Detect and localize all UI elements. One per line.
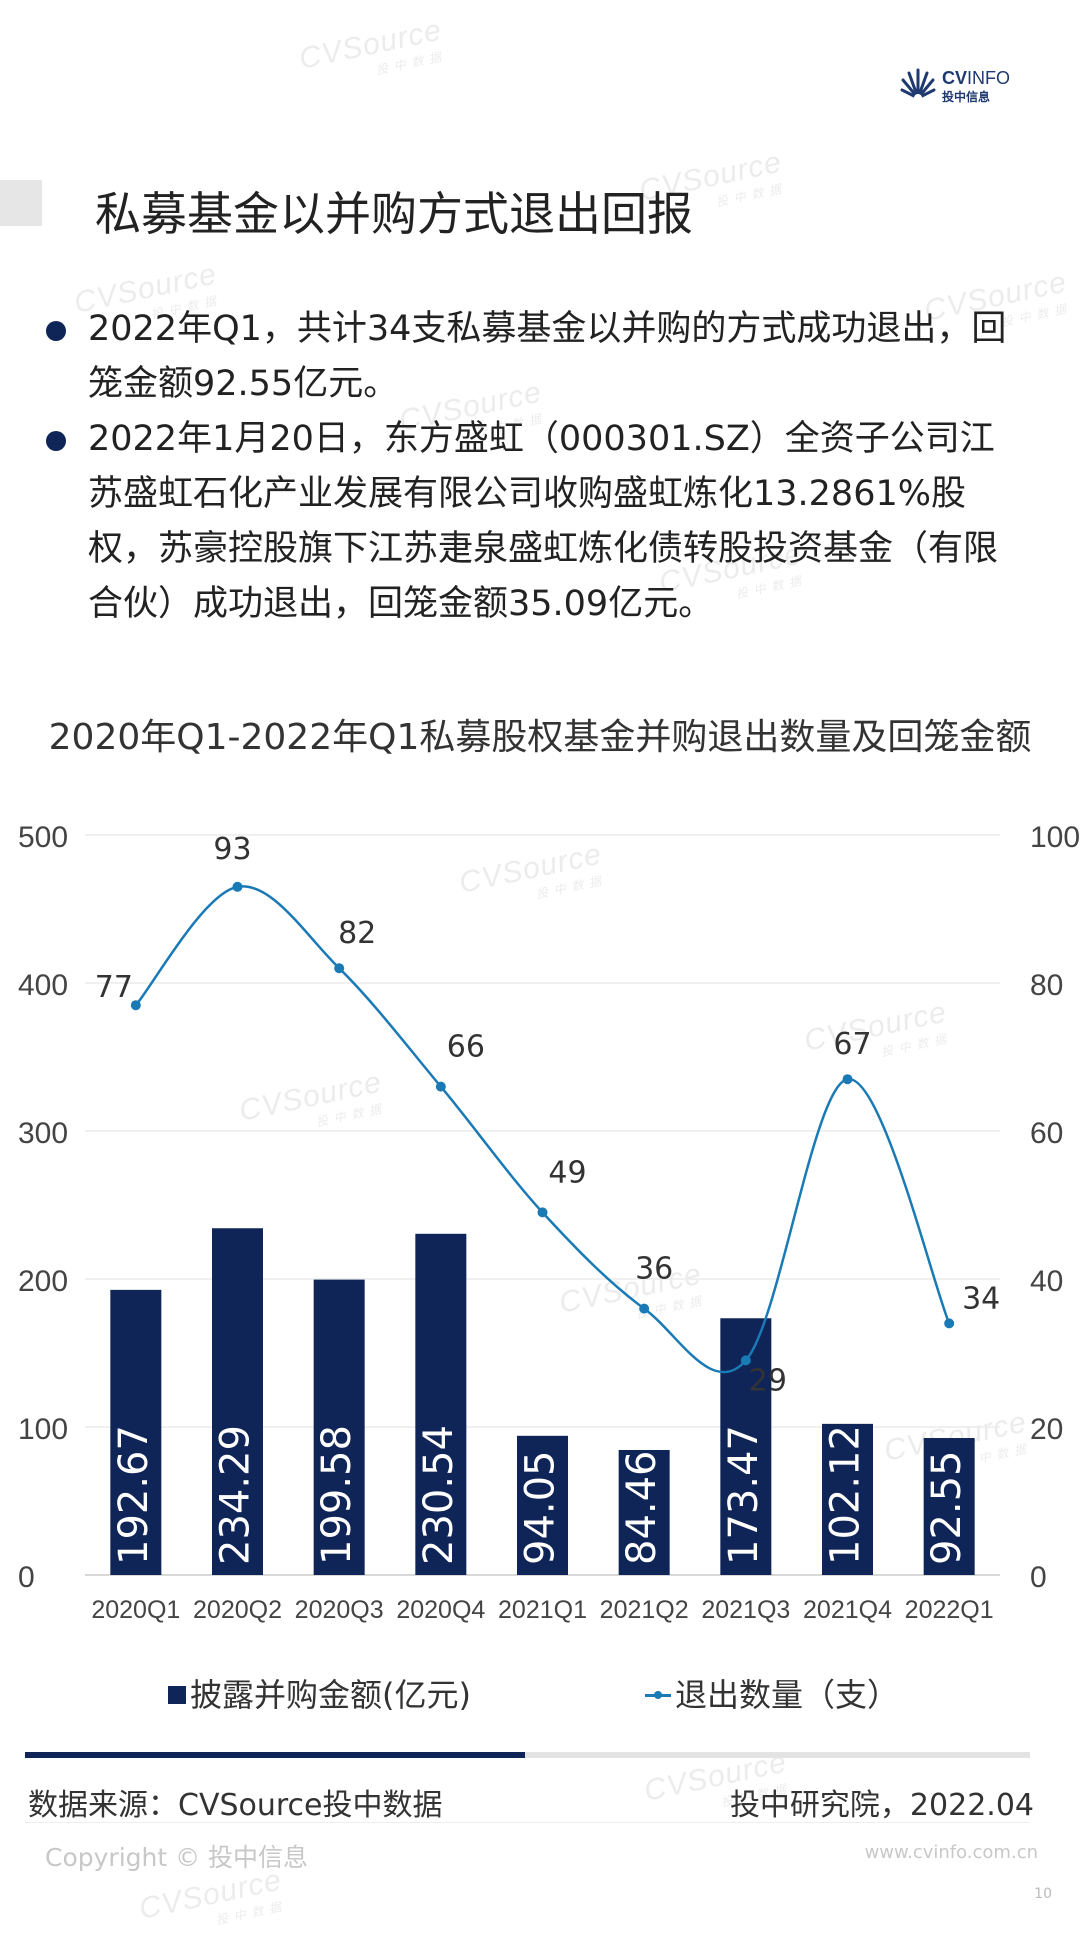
bullet-list: 2022年Q1，共计34支私募基金以并购的方式成功退出，回笼金额92.55亿元。… (40, 302, 1020, 632)
bullet-dot-icon (46, 321, 66, 341)
bullet-item: 2022年1月20日，东方盛虹（000301.SZ）全资子公司江苏盛虹石化产业发… (40, 412, 1020, 632)
chart-legend: 披露并购金额(亿元) 退出数量（支） (0, 1670, 1080, 1720)
y-left-tick-label: 500 (18, 821, 68, 854)
bullet-item: 2022年Q1，共计34支私募基金以并购的方式成功退出，回笼金额92.55亿元。 (40, 302, 1020, 412)
line-point (232, 881, 243, 892)
y-left-tick-label: 200 (18, 1265, 68, 1298)
logo-subtitle: 投中信息 (942, 90, 991, 104)
y-right-tick-label: 80 (1030, 969, 1063, 1002)
bar-value-label: 94.05 (518, 1450, 564, 1565)
y-right-tick-label: 0 (1030, 1561, 1047, 1594)
bar-value-label: 173.47 (721, 1425, 767, 1565)
line-point (537, 1207, 548, 1218)
y-right-tick-label: 60 (1030, 1117, 1063, 1150)
line-point (842, 1074, 853, 1085)
copyright: Copyright © 投中信息 (45, 1843, 309, 1872)
y-left-tick-label: 300 (18, 1117, 68, 1150)
bar-value-label: 192.67 (111, 1425, 157, 1565)
bar-value-label: 199.58 (314, 1425, 360, 1565)
y-left-tick-label: 100 (18, 1413, 68, 1446)
bar-value-label: 84.46 (619, 1450, 665, 1565)
combo-chart: 0 100 200 300 400 500 0 20 40 60 80 100 192.67 234.29… (18, 821, 1080, 1624)
line-point (435, 1081, 446, 1092)
org-date: 投中研究院，2022.04 (729, 1788, 1034, 1823)
legend-bar-swatch (168, 1686, 186, 1704)
legend-item-amount: 披露并购金额(亿元) (168, 1670, 471, 1716)
footer-rule (25, 1822, 1030, 1823)
line-value-label: 82 (338, 916, 376, 951)
bar (212, 1228, 263, 1575)
page-number: 10 (1034, 1886, 1052, 1902)
bar (822, 1423, 873, 1575)
page-title: 私募基金以并购方式退出回报 (95, 187, 693, 241)
y-right-tick-label: 100 (1030, 821, 1080, 854)
bar-value-label: 230.54 (416, 1425, 462, 1565)
bar (110, 1289, 162, 1575)
x-tick-label: 2021Q3 (701, 1596, 790, 1624)
x-tick-label: 2020Q3 (295, 1596, 384, 1624)
bar (618, 1449, 670, 1575)
x-tick-label: 2020Q2 (193, 1596, 282, 1624)
sunburst-logo-icon (900, 68, 936, 102)
line-point (639, 1303, 650, 1314)
footer-divider-light (525, 1752, 1030, 1758)
line-value-label: 29 (749, 1363, 787, 1398)
x-tick-label: 2022Q1 (905, 1596, 994, 1624)
line-point (944, 1318, 955, 1329)
y-left-tick-label: 0 (18, 1561, 35, 1594)
bar (517, 1435, 568, 1575)
line-point (740, 1355, 751, 1366)
y-right-tick-label: 40 (1030, 1265, 1063, 1298)
bar (415, 1233, 467, 1575)
line-point (334, 963, 345, 974)
line-value-label: 93 (213, 832, 251, 867)
bar (313, 1279, 365, 1575)
line-value-label: 77 (95, 970, 133, 1005)
line-value-label: 36 (635, 1252, 673, 1287)
logo-name: CVINFO (942, 68, 1011, 88)
x-tick-label: 2020Q1 (91, 1596, 180, 1624)
watermark: CVSource 投中数据 (296, 13, 449, 78)
y-right-tick-label: 20 (1030, 1413, 1063, 1446)
bar (923, 1438, 975, 1575)
title-accent-bar (0, 180, 42, 226)
bar-value-label: 92.55 (924, 1450, 970, 1565)
line-value-label: 49 (548, 1155, 586, 1190)
bullet-dot-icon (46, 431, 66, 451)
cvinfo-logo: CVINFO 投中信息 (900, 66, 1010, 106)
data-source: 数据来源：CVSource投中数据 (28, 1788, 443, 1823)
line-value-label: 34 (962, 1281, 1000, 1316)
x-tick-label: 2021Q1 (498, 1596, 587, 1624)
y-left-tick-label: 400 (18, 969, 68, 1002)
legend-line-swatch (645, 1686, 671, 1704)
line-value-label: 67 (833, 1027, 871, 1062)
bar-value-label: 234.29 (213, 1425, 259, 1565)
watermark: CVSource 投中数据 (136, 1863, 289, 1928)
footer-divider-dark (25, 1752, 525, 1758)
line-point (130, 1000, 141, 1011)
x-tick-label: 2021Q4 (803, 1596, 892, 1624)
chart-title: 2020年Q1-2022年Q1私募股权基金并购退出数量及回笼金额 (48, 717, 1032, 758)
website-link[interactable]: www.cvinfo.com.cn (864, 1842, 1038, 1863)
legend-item-count: 退出数量（支） (645, 1670, 899, 1716)
line-value-label: 66 (447, 1030, 485, 1065)
x-tick-label: 2021Q2 (600, 1596, 689, 1624)
x-tick-label: 2020Q4 (396, 1596, 485, 1624)
bar-value-label: 102.12 (823, 1425, 869, 1565)
